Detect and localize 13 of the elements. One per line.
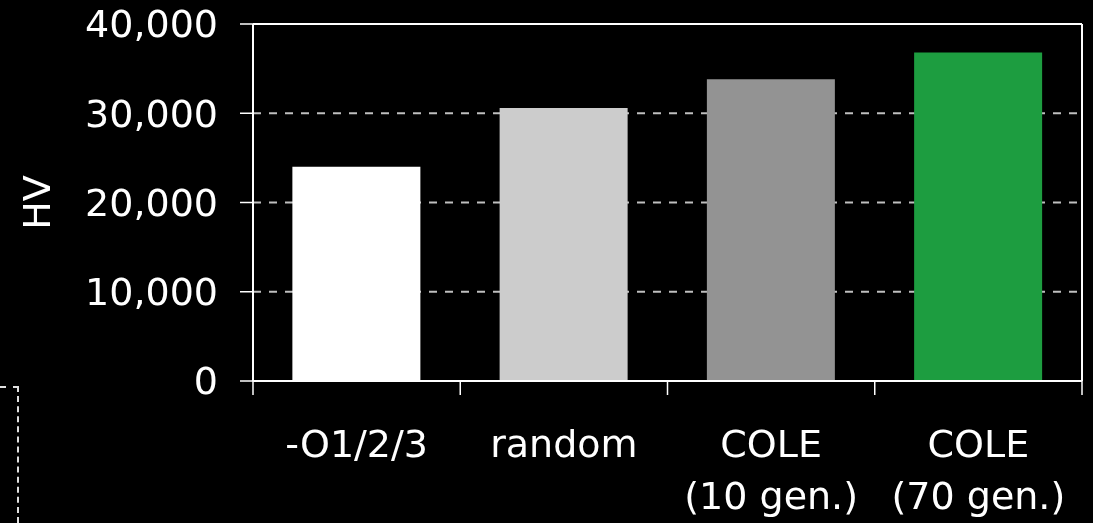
- x-tick-label: COLE (10 gen.): [684, 422, 858, 518]
- y-axis-title: HV: [15, 175, 59, 230]
- y-tick-label: 40,000: [85, 2, 218, 47]
- x-tick-label: random: [490, 422, 638, 466]
- bar: [499, 107, 628, 381]
- x-tick-label: -O1/2/3: [285, 422, 429, 466]
- y-tick-label: 20,000: [85, 180, 218, 225]
- y-tick-label: 30,000: [85, 91, 218, 136]
- y-tick-label: 10,000: [85, 270, 218, 315]
- bar: [706, 79, 835, 381]
- bar: [914, 52, 1043, 381]
- x-tick-label: COLE (70 gen.): [891, 422, 1066, 518]
- y-tick-label: 0: [193, 359, 218, 404]
